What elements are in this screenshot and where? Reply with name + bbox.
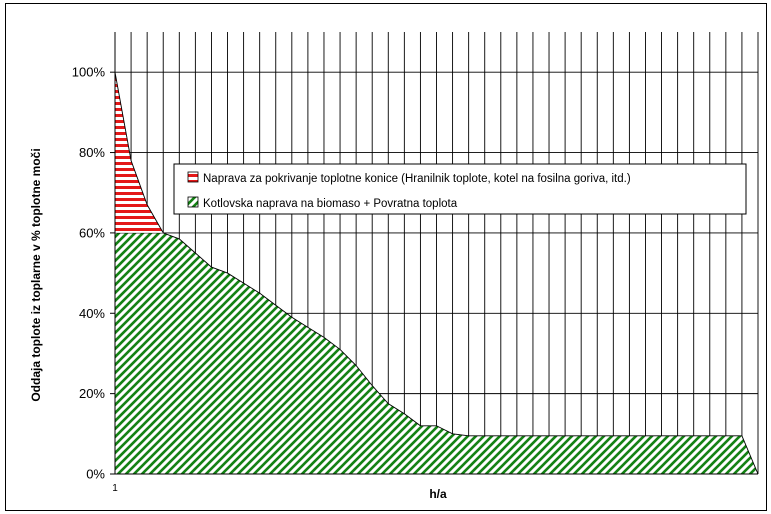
area-series <box>114 72 759 475</box>
legend-label-peak: Naprava za pokrivanje toplotne konice (H… <box>203 173 631 185</box>
line-biomass <box>115 232 759 475</box>
y-tick-label: 0% <box>86 467 105 482</box>
legend-swatch-peak <box>187 171 199 183</box>
y-tick-label: 40% <box>79 306 105 321</box>
y-tick-label: 100% <box>72 65 106 80</box>
legend: Naprava za pokrivanje toplotne konice (H… <box>173 163 747 215</box>
y-tick-label: 20% <box>79 386 105 401</box>
legend-swatch-biomass <box>187 196 199 208</box>
x-axis-label: h/a <box>429 487 447 501</box>
y-tick-label: 60% <box>79 225 105 240</box>
axes <box>114 32 758 475</box>
x-tick-labels: 1 <box>112 483 118 494</box>
legend-label-biomass: Kotlovska naprava na biomaso + Povratna … <box>203 198 458 210</box>
y-tick-label: 80% <box>79 145 105 160</box>
area-peak <box>115 72 164 233</box>
area-biomass <box>115 232 758 474</box>
line-peak <box>114 72 164 234</box>
x-tick-label: 1 <box>112 483 118 494</box>
legend-box <box>173 163 747 215</box>
y-axis-label: Oddaja toplote iz toplarne v % toplotne … <box>29 148 43 401</box>
y-tick-labels: 0% 20% 40% 60% 80% 100% <box>72 65 115 482</box>
